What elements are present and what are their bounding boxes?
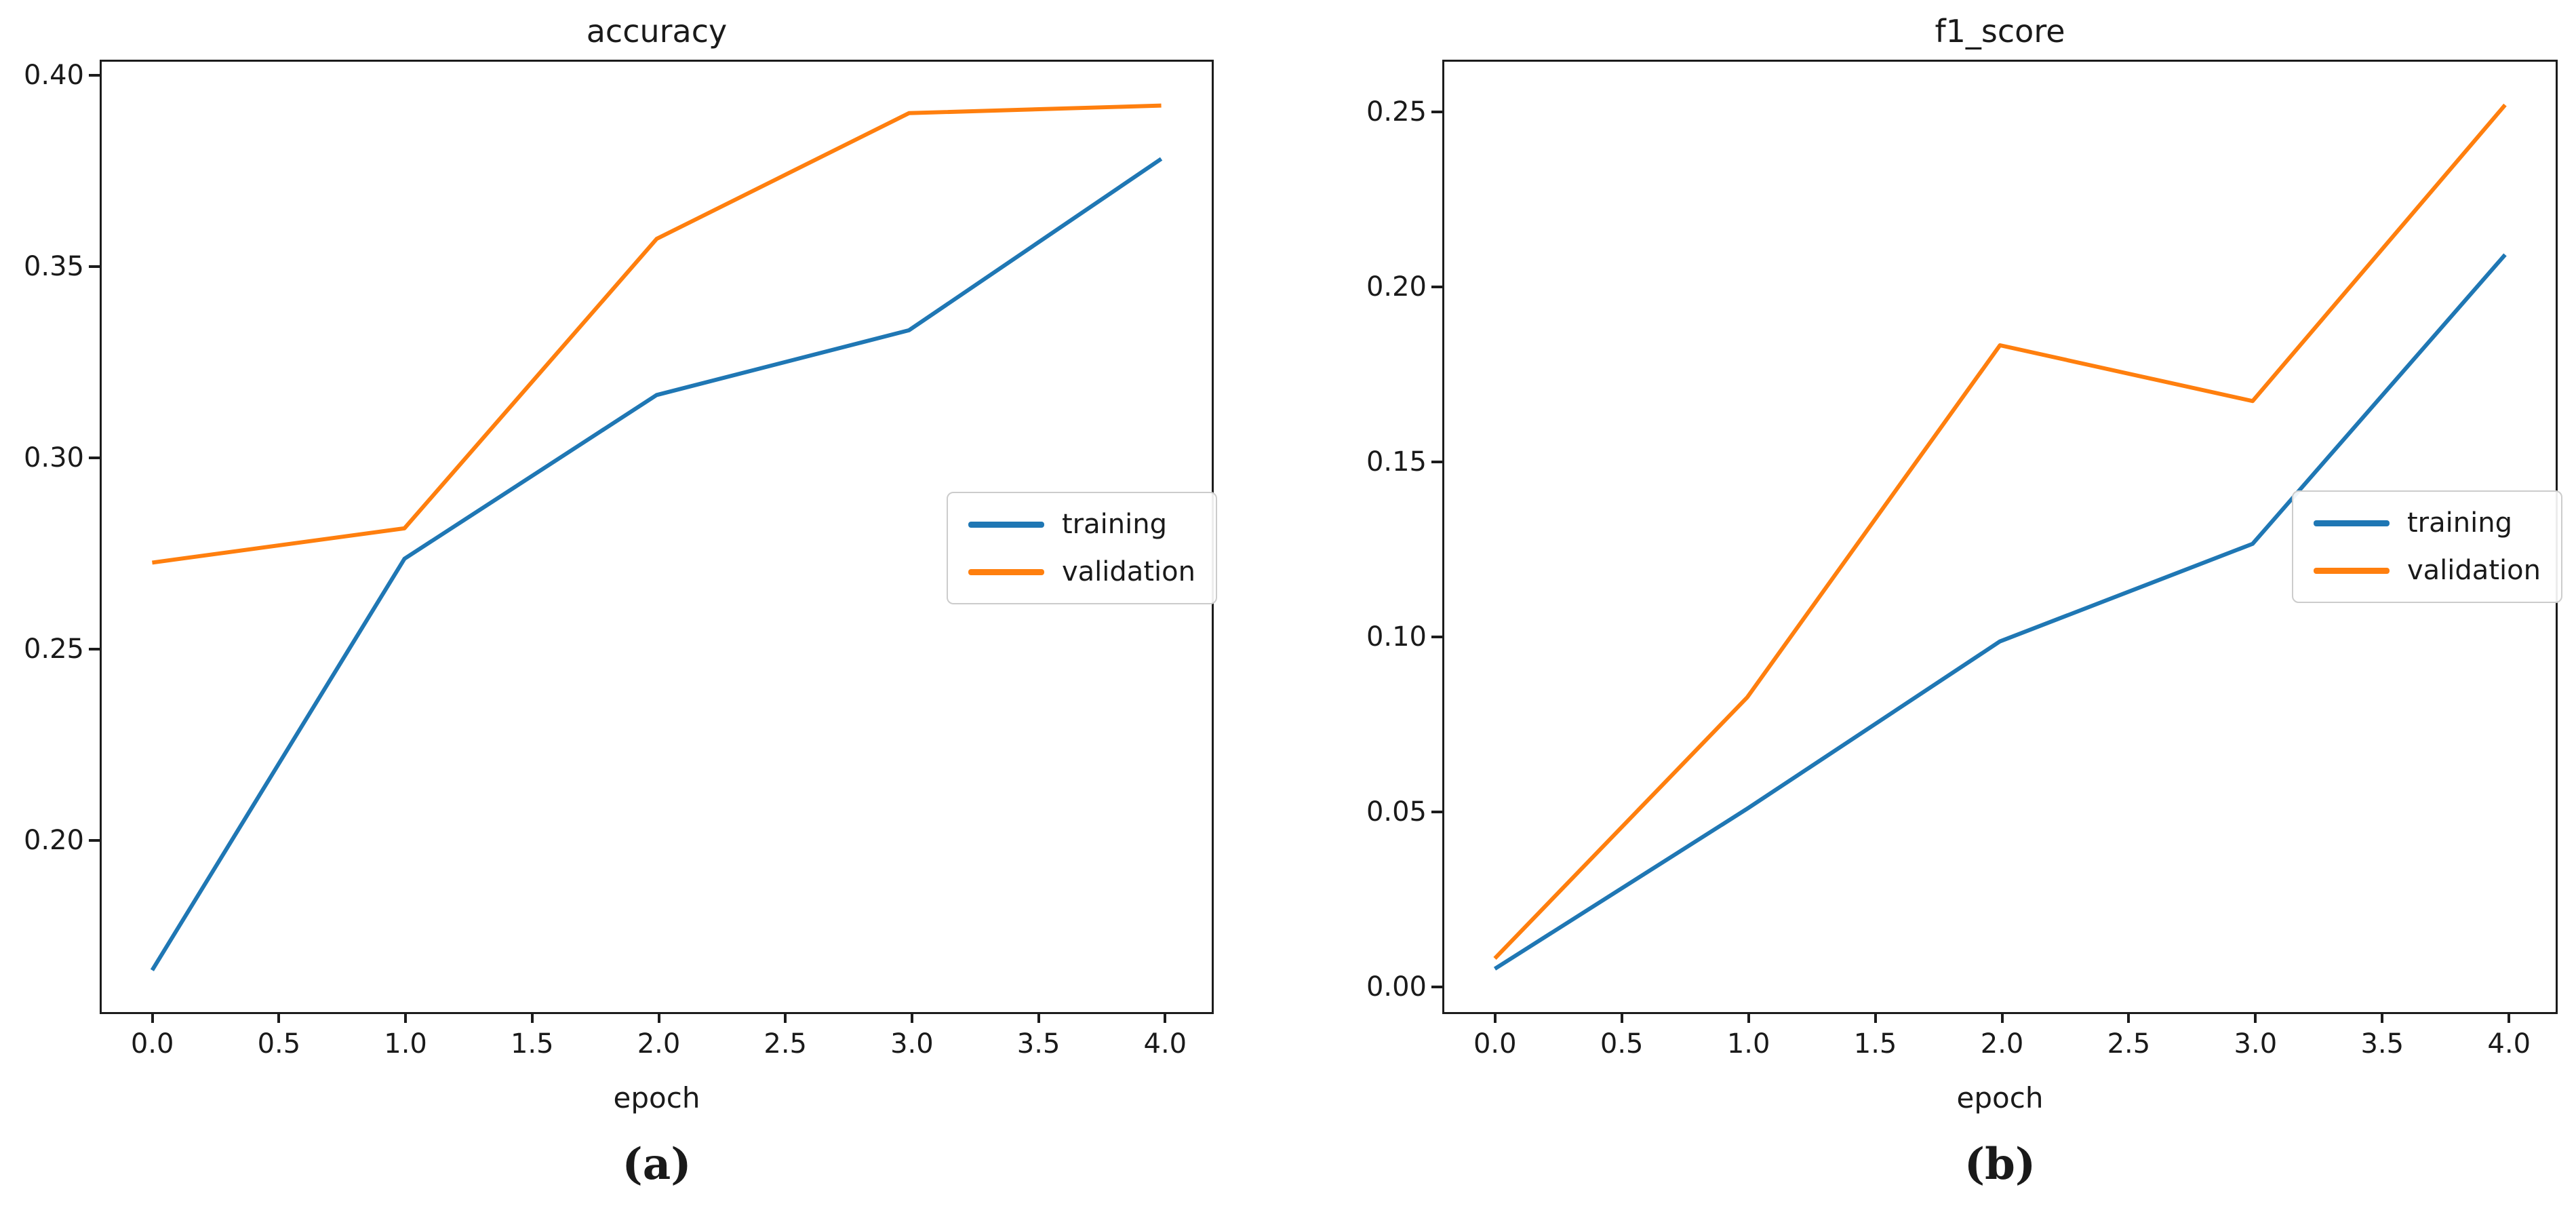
validation-line <box>1493 103 2507 960</box>
validation-line-swatch <box>2314 567 2390 574</box>
y-tick-label: 0.25 <box>1366 96 1427 128</box>
y-tick-label: 0.30 <box>23 442 84 473</box>
chart-title: accuracy <box>586 13 728 50</box>
x-tick-mark <box>2254 1012 2257 1023</box>
x-axis-label: epoch <box>1956 1081 2044 1114</box>
x-tick-label: 0.5 <box>1600 1028 1644 1060</box>
x-tick-mark <box>1164 1012 1167 1023</box>
x-tick-mark <box>1747 1012 1750 1023</box>
x-tick-label: 0.0 <box>130 1028 174 1060</box>
x-tick-label: 4.0 <box>1143 1028 1187 1060</box>
y-tick-mark <box>89 838 100 842</box>
x-tick-mark <box>910 1012 913 1023</box>
validation-line-swatch <box>968 568 1044 575</box>
training-line-swatch <box>2314 520 2390 526</box>
legend-label: validation <box>1062 556 1195 587</box>
x-tick-label: 3.0 <box>2234 1028 2278 1060</box>
x-tick-mark <box>657 1012 660 1023</box>
y-tick-mark <box>89 73 100 77</box>
legend-item-training: training <box>968 509 1195 539</box>
legend-item-validation: validation <box>2314 556 2541 585</box>
y-tick-label: 0.10 <box>1366 621 1427 653</box>
y-tick-label: 0.40 <box>23 59 84 91</box>
f1-score-plot-lines <box>1493 103 2507 971</box>
x-tick-label: 1.0 <box>1726 1028 1770 1060</box>
legend-label: training <box>1062 509 1167 540</box>
x-tick-mark <box>1874 1012 1877 1023</box>
x-tick-label: 2.0 <box>637 1028 681 1060</box>
validation-line <box>152 103 1162 565</box>
training-line <box>150 157 1163 971</box>
y-tick-mark <box>1431 286 1442 289</box>
y-tick-mark <box>89 647 100 651</box>
y-tick-mark <box>1431 635 1442 638</box>
legend-item-training: training <box>2314 508 2541 538</box>
y-tick-mark <box>1431 810 1442 813</box>
chart-f1-score: f1_score epoch training validation (b) 0… <box>1366 14 2562 1188</box>
y-tick-mark <box>1431 111 1442 114</box>
legend: training validation <box>947 492 1217 604</box>
x-axis-label: epoch <box>613 1081 700 1114</box>
legend: training validation <box>2292 490 2562 603</box>
x-tick-mark <box>277 1012 281 1023</box>
y-tick-mark <box>89 456 100 459</box>
x-tick-label: 2.5 <box>2107 1028 2151 1060</box>
chart-accuracy: accuracy epoch training validation (a) 0… <box>24 14 1217 1188</box>
x-tick-mark <box>2381 1012 2384 1023</box>
x-tick-mark <box>2127 1012 2131 1023</box>
y-tick-label: 0.00 <box>1366 971 1427 1003</box>
x-tick-label: 3.0 <box>890 1028 934 1060</box>
subfigure-caption-b: (b) <box>1964 1139 2036 1190</box>
x-tick-label: 2.5 <box>764 1028 808 1060</box>
y-tick-label: 0.15 <box>1366 446 1427 478</box>
accuracy-plot-lines <box>150 103 1163 971</box>
x-tick-mark <box>1037 1012 1040 1023</box>
x-tick-mark <box>1620 1012 1623 1023</box>
x-tick-mark <box>530 1012 534 1023</box>
y-tick-label: 0.35 <box>23 250 84 282</box>
subfigure-caption-a: (a) <box>622 1139 692 1190</box>
x-tick-mark <box>404 1012 408 1023</box>
training-line <box>1493 253 2507 971</box>
x-tick-mark <box>151 1012 154 1023</box>
y-tick-label: 0.05 <box>1366 796 1427 828</box>
x-tick-label: 3.5 <box>1016 1028 1061 1060</box>
training-line-swatch <box>968 521 1044 528</box>
x-tick-mark <box>2000 1012 2004 1023</box>
x-tick-mark <box>1493 1012 1497 1023</box>
x-tick-mark <box>784 1012 787 1023</box>
chart-title: f1_score <box>1935 13 2065 50</box>
x-tick-label: 0.0 <box>1473 1028 1517 1060</box>
y-tick-mark <box>1431 461 1442 464</box>
legend-label: validation <box>2407 555 2541 586</box>
legend-label: training <box>2407 507 2512 539</box>
x-tick-mark <box>2508 1012 2511 1023</box>
legend-item-validation: validation <box>968 557 1195 587</box>
y-tick-label: 0.20 <box>23 824 84 856</box>
y-tick-label: 0.25 <box>23 633 84 665</box>
x-tick-label: 3.5 <box>2360 1028 2404 1060</box>
x-tick-label: 0.5 <box>257 1028 301 1060</box>
x-tick-label: 1.5 <box>1853 1028 1897 1060</box>
x-tick-label: 1.0 <box>384 1028 427 1060</box>
x-tick-label: 2.0 <box>1980 1028 2024 1060</box>
y-tick-mark <box>89 265 100 268</box>
x-tick-label: 4.0 <box>2487 1028 2531 1060</box>
y-tick-label: 0.20 <box>1366 271 1427 303</box>
x-tick-label: 1.5 <box>510 1028 554 1060</box>
y-tick-mark <box>1431 985 1442 988</box>
